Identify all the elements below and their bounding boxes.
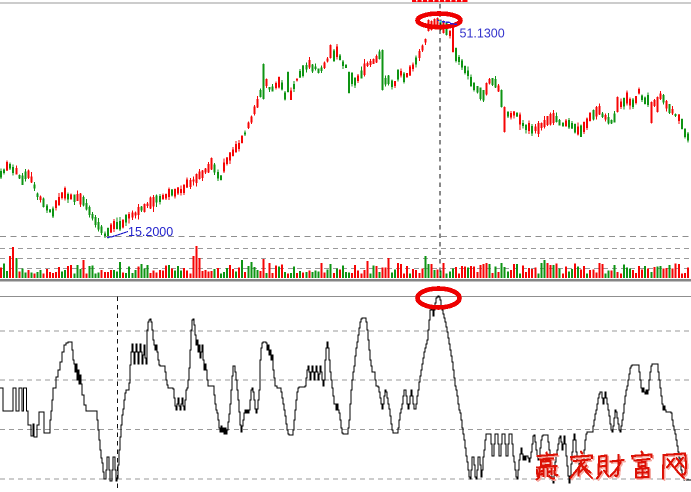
svg-text:15.2000: 15.2000	[128, 225, 173, 239]
svg-text:51.1300: 51.1300	[460, 27, 505, 41]
